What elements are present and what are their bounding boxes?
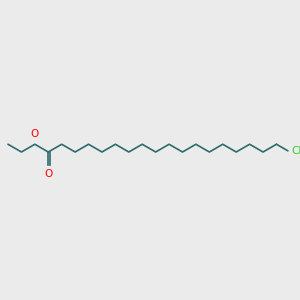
Text: O: O [44,169,52,179]
Text: O: O [31,129,39,139]
Text: Cl: Cl [291,146,300,156]
